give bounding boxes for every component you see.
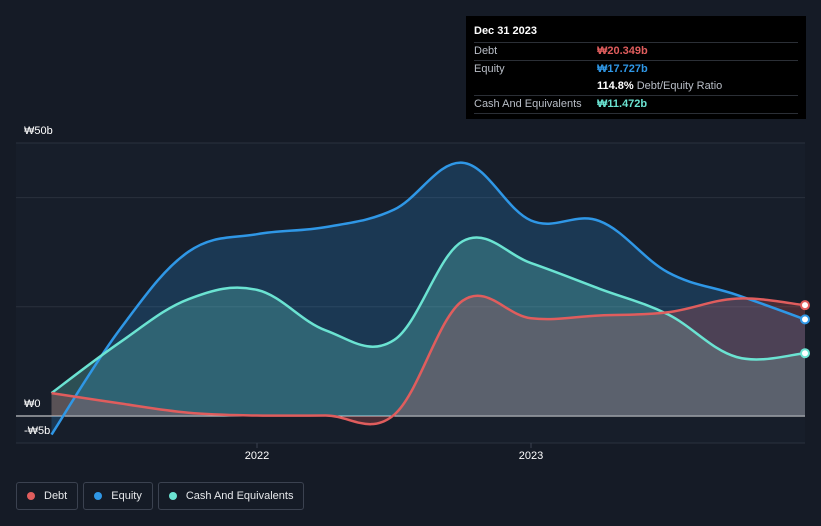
tooltip-row-equity: Equity ₩17.727b [474,61,798,78]
equity-area [51,162,805,435]
tooltip-row-debt: Debt ₩20.349b [474,43,798,61]
tooltip-ratio-value: 114.8% [597,80,634,92]
y-tick-label-top: ₩50b [24,125,53,137]
debt-line [51,294,806,426]
debt-end-point [800,300,810,311]
tooltip-row-cash: Cash And Equivalents ₩11.472b [474,96,798,114]
legend-cash-label: Cash And Equivalents [185,490,294,502]
debt-area [51,295,805,425]
tooltip-debt-value: ₩20.349b [597,45,648,57]
chart-legend: Debt Equity Cash And Equivalents [16,482,305,510]
tooltip-equity-label: Equity [474,63,505,75]
x-tick-label-2022: 2022 [244,450,270,462]
data-tooltip: Dec 31 2023 Debt ₩20.349b Equity ₩17.727… [466,16,806,119]
cash-and-equivalents-line [50,236,806,395]
tooltip-debt-label: Debt [474,45,498,57]
tooltip-ratio-label: Debt/Equity Ratio [636,80,723,92]
cash-and-equivalents-area [51,237,805,416]
tooltip-row-ratio: 114.8% Debt/Equity Ratio [474,78,798,96]
legend-item-debt[interactable]: Debt [16,482,79,510]
tooltip-cash-label: Cash And Equivalents [474,98,582,110]
legend-debt-label: Debt [44,490,68,502]
y-tick-label-bottom: -₩5b [24,425,51,437]
cash-dot-icon [168,492,177,500]
legend-equity-label: Equity [111,490,142,502]
x-tick-label-2023: 2023 [518,450,544,462]
equity-line [50,161,806,436]
legend-item-equity[interactable]: Equity [83,482,153,510]
equity-end-point [800,314,810,325]
tooltip-cash-value: ₩11.472b [597,98,648,110]
debt-dot-icon [27,492,35,500]
tooltip-date: Dec 31 2023 [474,24,798,43]
y-tick-label-zero: ₩0 [24,398,41,410]
tooltip-equity-value: ₩17.727b [597,63,648,75]
legend-item-cash[interactable]: Cash And Equivalents [157,482,305,510]
equity-dot-icon [94,492,103,500]
cash-and-equivalents-end-point [800,348,810,359]
